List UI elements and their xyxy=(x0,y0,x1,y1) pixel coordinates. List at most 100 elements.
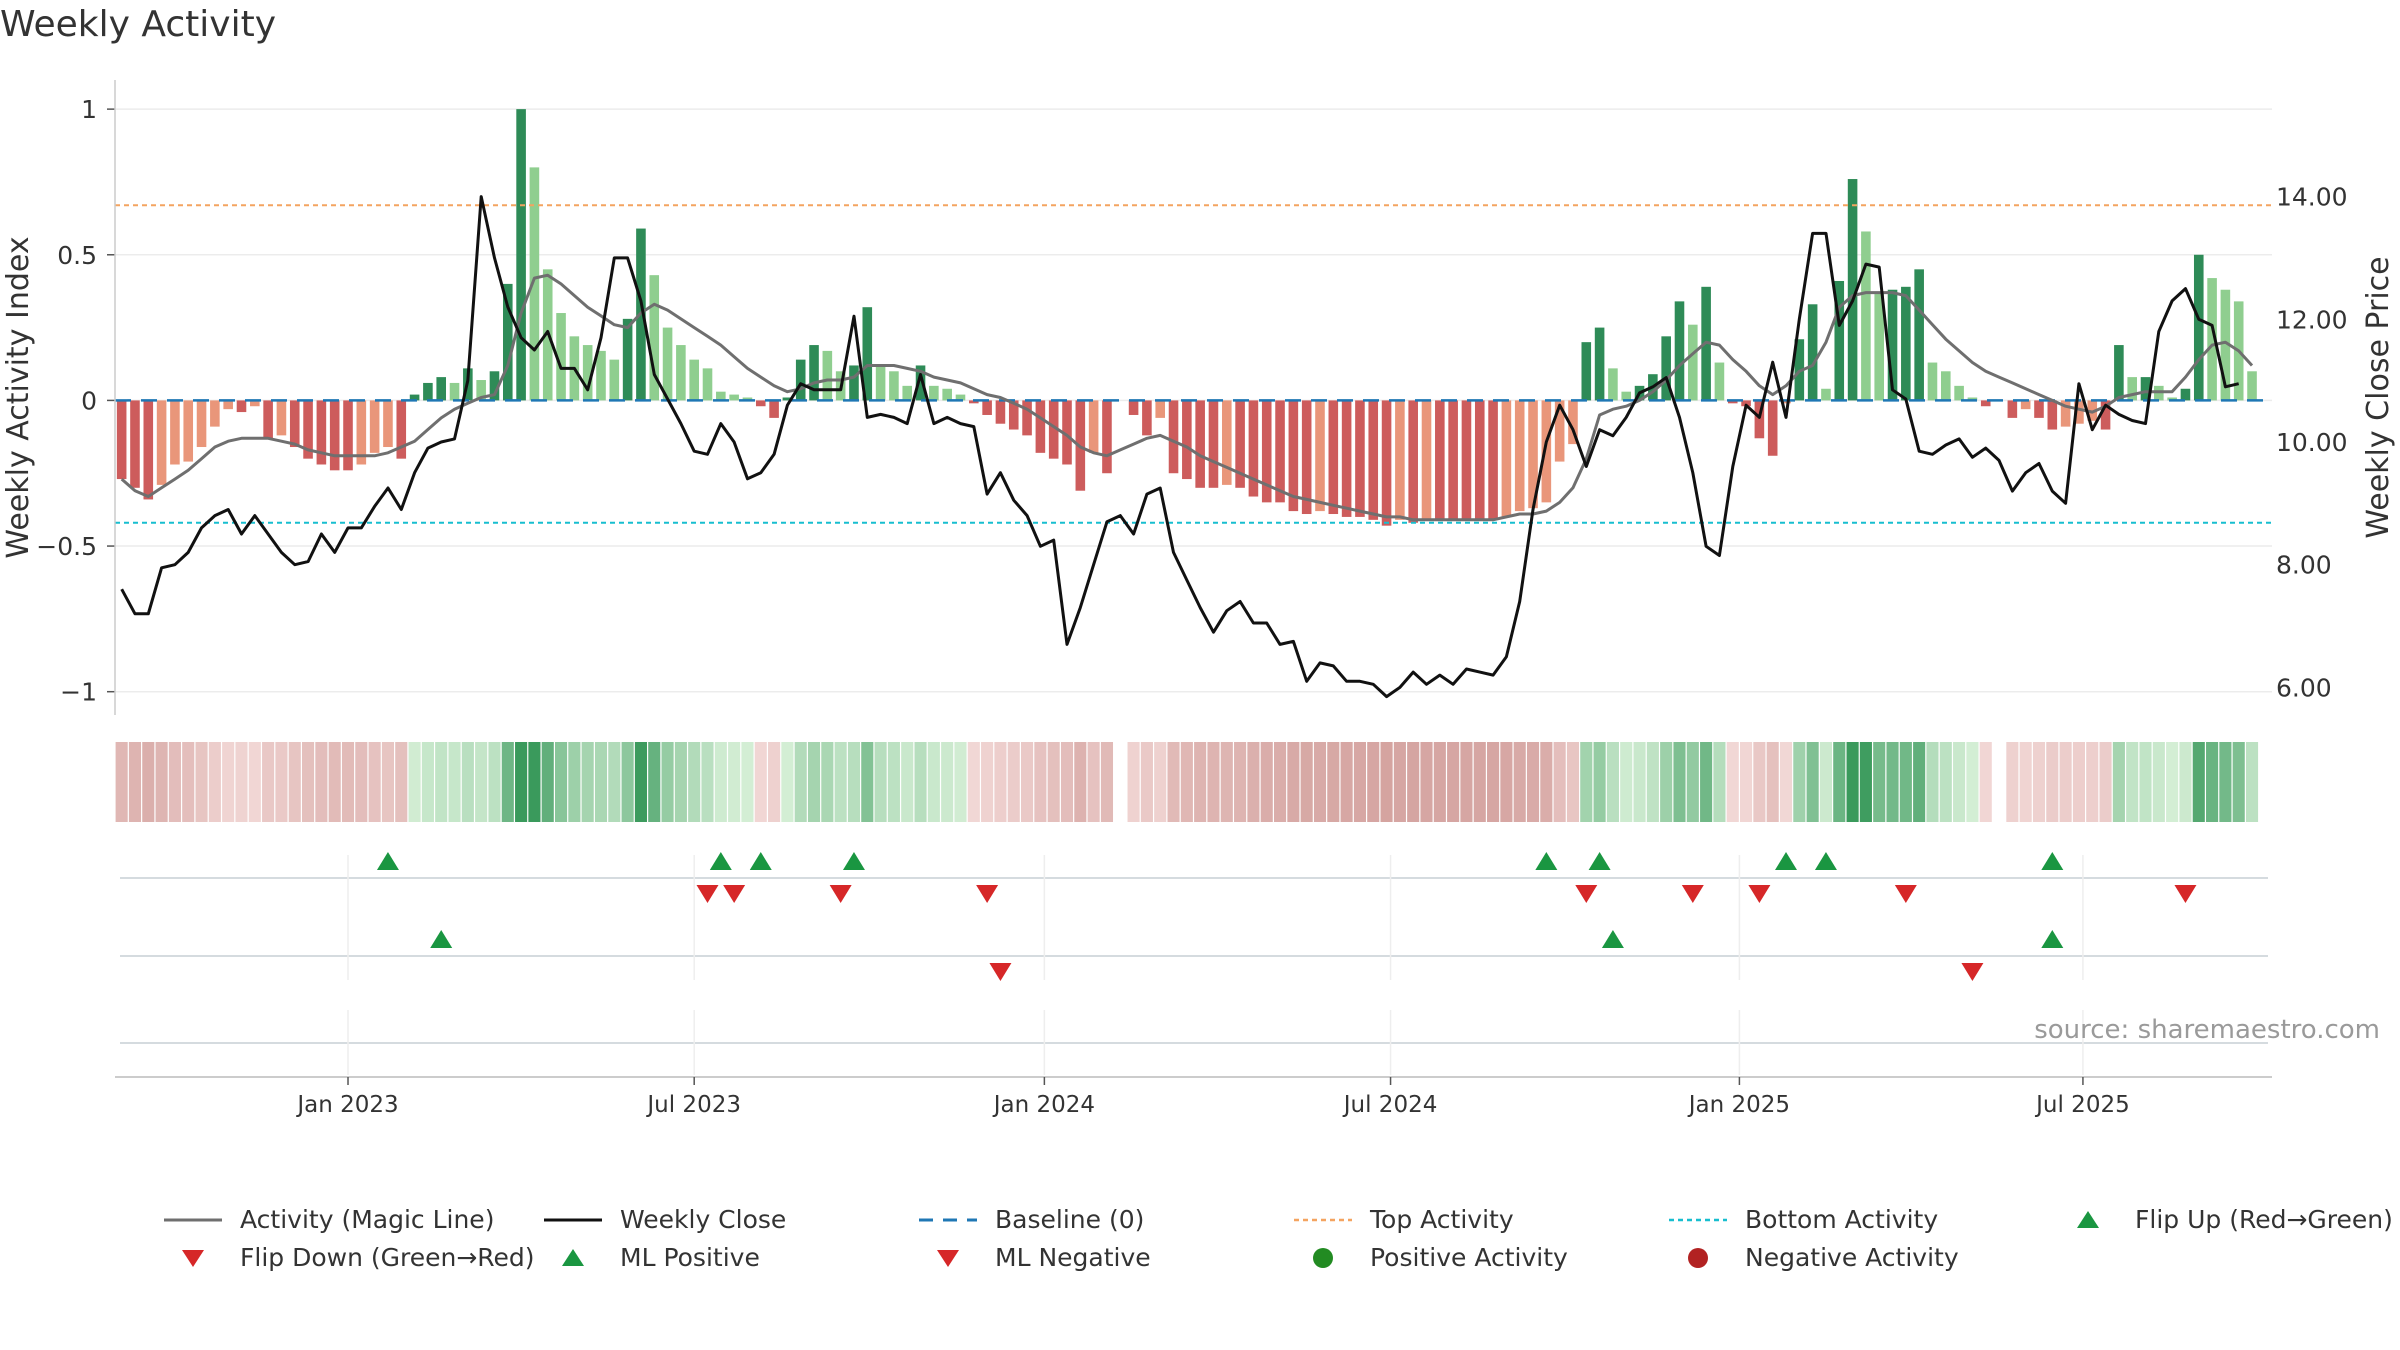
strip-cell xyxy=(1926,742,1939,822)
magic-legend-icon xyxy=(164,1218,222,1221)
strip-cell xyxy=(1393,742,1406,822)
flip-up-marker xyxy=(709,852,732,870)
activity-bar xyxy=(902,385,913,401)
strip-cell xyxy=(927,742,940,822)
y-tick-label: −0.5 xyxy=(36,532,97,561)
strip-cell xyxy=(2099,742,2112,822)
strip-cell xyxy=(408,742,421,822)
activity-bar xyxy=(1221,400,1232,485)
legend-item-posact: Positive Activity xyxy=(1290,1243,1568,1272)
activity-bar xyxy=(662,327,673,401)
flip-down-marker xyxy=(829,885,852,903)
strip-cell xyxy=(1673,742,1686,822)
weekly-close-series xyxy=(120,195,2240,699)
activity-bar xyxy=(1514,400,1525,512)
strip-cell xyxy=(435,742,448,822)
magic-line-series xyxy=(120,273,2254,522)
activity-bar xyxy=(1980,400,1991,407)
strip-cell xyxy=(1819,742,1833,822)
strip-cell xyxy=(941,742,954,822)
legend-item-flipdown: Flip Down (Green→Red) xyxy=(160,1243,535,1272)
negact-legend-icon xyxy=(1688,1247,1708,1268)
strip-cell xyxy=(1660,742,1673,822)
activity-bar xyxy=(1834,280,1845,401)
strip-cell xyxy=(1886,742,1899,822)
strip-cell xyxy=(2206,742,2219,822)
activity-bar xyxy=(1395,400,1405,520)
strip-cell xyxy=(754,742,767,822)
flip-down-marker xyxy=(1748,885,1771,903)
series-lines xyxy=(115,195,2272,699)
strip-cell xyxy=(1287,742,1300,822)
strip-cell xyxy=(1447,742,1460,822)
flip-up-marker xyxy=(749,852,772,870)
activity-bar xyxy=(1421,400,1432,520)
strip-cell xyxy=(1580,742,1593,822)
flip-down-marker xyxy=(723,885,746,903)
posact-legend-icon xyxy=(1313,1247,1333,1268)
strip-cell xyxy=(341,742,355,822)
strip-cell xyxy=(887,742,900,822)
activity-bar xyxy=(1435,400,1445,520)
strip-cell xyxy=(1873,742,1886,822)
strip-cell xyxy=(1207,742,1220,822)
activity-bar xyxy=(2167,397,2177,401)
y-axis-label: Weekly Activity Index xyxy=(1,236,36,558)
activity-bar xyxy=(130,400,140,488)
strip-cell xyxy=(328,742,341,822)
strip-cell xyxy=(981,742,994,822)
strip-cell xyxy=(1513,742,1526,822)
activity-bar xyxy=(316,400,327,465)
strip-cell xyxy=(1899,742,1912,822)
strip-cell xyxy=(488,742,501,822)
activity-bar xyxy=(849,365,859,401)
strip-cell xyxy=(1220,742,1233,822)
strip-cell xyxy=(1060,742,1074,822)
strip-cell xyxy=(302,742,315,822)
activity-bar xyxy=(383,400,393,448)
strip-cell xyxy=(1140,742,1153,822)
strip-cell xyxy=(914,742,927,822)
activity-bar xyxy=(755,400,766,407)
ml-negative-marker xyxy=(1961,963,1984,981)
strip-cell xyxy=(1260,742,1273,822)
y2-tick-label: 6.00 xyxy=(2276,673,2332,702)
activity-bar xyxy=(942,388,952,401)
strip-cell xyxy=(1766,742,1779,822)
activity-bar xyxy=(236,400,247,413)
strip-cell xyxy=(1420,742,1433,822)
strip-cell xyxy=(821,742,834,822)
legend-label: Negative Activity xyxy=(1745,1243,1959,1272)
activity-bar xyxy=(1341,400,1352,517)
legend-item-magic: Activity (Magic Line) xyxy=(160,1205,494,1234)
strip-cell xyxy=(1526,742,1540,822)
activity-bar xyxy=(1901,286,1911,401)
strip-cell xyxy=(501,742,514,822)
strip-cell xyxy=(2059,742,2072,822)
activity-bar xyxy=(915,365,926,401)
strip-cell xyxy=(2139,742,2152,822)
strip-cell xyxy=(2072,742,2085,822)
signal-rows xyxy=(120,852,2268,1075)
legend-label: Flip Down (Green→Red) xyxy=(240,1243,535,1272)
activity-bar xyxy=(556,313,566,401)
x-axis: Jan 2023 Jul 2023 Jan 2024 Jul 2024 Jan 2025… xyxy=(115,1076,2272,1118)
strip-cell xyxy=(967,742,980,822)
activity-bar xyxy=(1128,400,1139,415)
activity-bar xyxy=(1807,304,1818,401)
activity-bar xyxy=(2020,400,2031,410)
strip-cell xyxy=(2166,742,2179,822)
activity-bar xyxy=(170,400,180,465)
legend-item-negact: Negative Activity xyxy=(1665,1243,1959,1272)
x-tick-label: Jul 2024 xyxy=(1342,1092,1438,1118)
activity-bar xyxy=(263,400,273,439)
flip-down-marker xyxy=(1575,885,1598,903)
strip-cell xyxy=(1753,742,1766,822)
activity-bar xyxy=(156,400,167,485)
activity-bar xyxy=(1048,400,1059,459)
activity-bar xyxy=(2207,278,2217,401)
y2-tick-label: 12.00 xyxy=(2276,305,2348,334)
activity-bar xyxy=(423,382,433,401)
activity-bar xyxy=(782,397,793,401)
strip-cell xyxy=(1247,742,1260,822)
